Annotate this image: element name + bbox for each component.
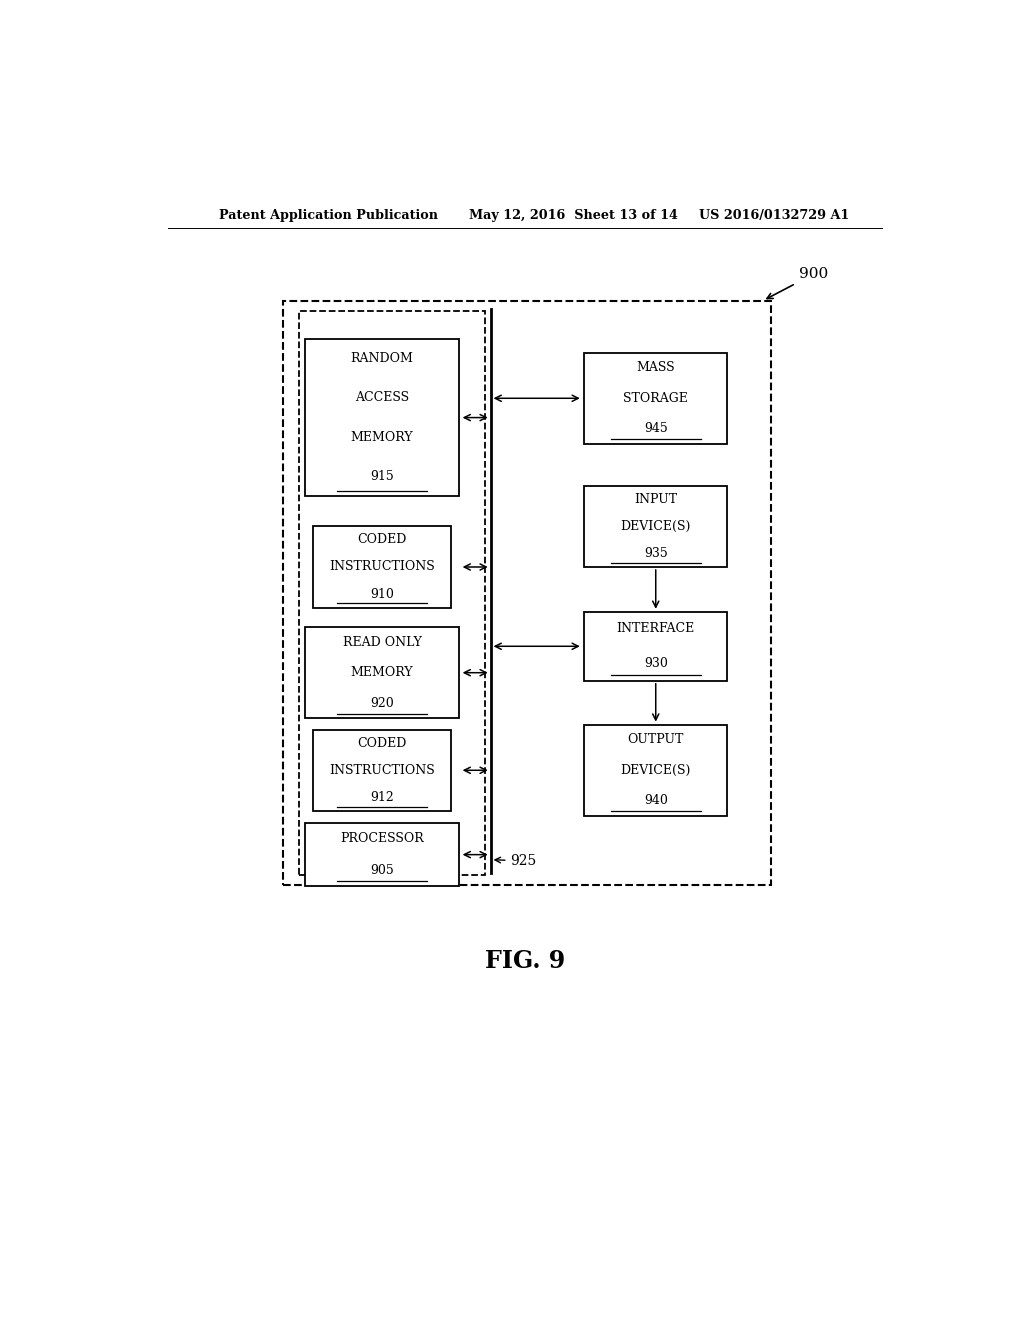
Text: CODED: CODED <box>357 533 407 546</box>
Text: 910: 910 <box>370 587 394 601</box>
Text: DEVICE(S): DEVICE(S) <box>621 764 691 776</box>
Bar <box>585 486 727 568</box>
Text: RANDOM: RANDOM <box>350 352 414 366</box>
Text: MEMORY: MEMORY <box>350 430 414 444</box>
Text: STORAGE: STORAGE <box>624 392 688 405</box>
Text: 930: 930 <box>644 657 668 671</box>
Bar <box>585 611 727 681</box>
Text: 945: 945 <box>644 422 668 436</box>
Text: Patent Application Publication: Patent Application Publication <box>219 209 438 222</box>
Text: 935: 935 <box>644 546 668 560</box>
Text: 905: 905 <box>370 863 394 876</box>
Text: INPUT: INPUT <box>634 492 677 506</box>
Text: ACCESS: ACCESS <box>355 392 409 404</box>
Text: May 12, 2016  Sheet 13 of 14: May 12, 2016 Sheet 13 of 14 <box>469 209 678 222</box>
Text: MASS: MASS <box>637 362 675 375</box>
Bar <box>304 339 460 496</box>
Text: DEVICE(S): DEVICE(S) <box>621 520 691 533</box>
Bar <box>585 725 727 816</box>
Text: MEMORY: MEMORY <box>350 667 414 680</box>
Bar <box>312 527 452 607</box>
Text: CODED: CODED <box>357 737 407 750</box>
Text: 920: 920 <box>370 697 394 710</box>
Text: INTERFACE: INTERFACE <box>616 623 695 635</box>
Bar <box>283 301 771 886</box>
Text: 915: 915 <box>370 470 394 483</box>
Bar <box>304 627 460 718</box>
Bar <box>312 730 452 810</box>
Bar <box>585 352 727 444</box>
Text: PROCESSOR: PROCESSOR <box>340 833 424 845</box>
Text: INSTRUCTIONS: INSTRUCTIONS <box>329 561 435 573</box>
Text: OUTPUT: OUTPUT <box>628 734 684 746</box>
Text: FIG. 9: FIG. 9 <box>484 949 565 973</box>
Text: US 2016/0132729 A1: US 2016/0132729 A1 <box>699 209 850 222</box>
Text: 912: 912 <box>370 791 394 804</box>
Text: 900: 900 <box>767 268 827 298</box>
Text: INSTRUCTIONS: INSTRUCTIONS <box>329 764 435 776</box>
Text: 940: 940 <box>644 795 668 808</box>
Bar <box>304 824 460 886</box>
Text: READ ONLY: READ ONLY <box>342 636 422 648</box>
Text: 925: 925 <box>495 854 537 867</box>
Bar <box>299 310 485 875</box>
